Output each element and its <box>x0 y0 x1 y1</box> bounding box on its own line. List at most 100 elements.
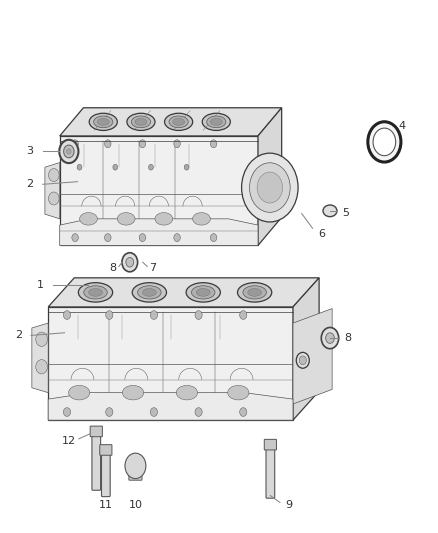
Text: 7: 7 <box>149 263 156 273</box>
Ellipse shape <box>78 282 113 302</box>
Ellipse shape <box>138 286 161 299</box>
Ellipse shape <box>97 118 109 125</box>
Circle shape <box>210 140 217 148</box>
Polygon shape <box>293 278 319 420</box>
Circle shape <box>250 163 290 212</box>
Circle shape <box>106 311 113 319</box>
Circle shape <box>296 352 309 368</box>
Circle shape <box>49 168 59 182</box>
Polygon shape <box>45 163 60 219</box>
Ellipse shape <box>373 128 396 156</box>
Text: 1: 1 <box>37 280 44 290</box>
Circle shape <box>240 408 247 416</box>
Ellipse shape <box>207 116 226 128</box>
Polygon shape <box>48 393 293 420</box>
FancyBboxPatch shape <box>264 439 276 450</box>
Polygon shape <box>48 278 319 307</box>
Circle shape <box>195 408 202 416</box>
Circle shape <box>64 311 71 319</box>
Circle shape <box>67 149 71 154</box>
Ellipse shape <box>176 385 198 400</box>
Ellipse shape <box>165 113 193 131</box>
Ellipse shape <box>84 286 107 299</box>
FancyBboxPatch shape <box>266 446 275 498</box>
Circle shape <box>59 140 78 163</box>
Ellipse shape <box>132 282 166 302</box>
Text: 9: 9 <box>285 500 292 510</box>
Ellipse shape <box>173 118 184 125</box>
Text: 5: 5 <box>342 208 349 219</box>
Ellipse shape <box>94 116 113 128</box>
Ellipse shape <box>248 288 261 296</box>
Circle shape <box>150 311 158 319</box>
Polygon shape <box>48 307 293 420</box>
Circle shape <box>257 172 283 203</box>
Circle shape <box>105 140 111 148</box>
Text: 4: 4 <box>398 121 405 131</box>
Ellipse shape <box>80 213 97 225</box>
Ellipse shape <box>88 288 102 296</box>
Text: 2: 2 <box>26 179 33 189</box>
Circle shape <box>77 164 82 170</box>
Ellipse shape <box>135 118 147 125</box>
Polygon shape <box>60 136 258 245</box>
Circle shape <box>49 192 59 205</box>
Ellipse shape <box>123 385 144 400</box>
Circle shape <box>242 153 298 222</box>
Text: 8: 8 <box>344 333 351 343</box>
Circle shape <box>210 233 217 241</box>
Ellipse shape <box>127 113 155 131</box>
Circle shape <box>64 408 71 416</box>
Text: 12: 12 <box>62 437 76 447</box>
Text: 10: 10 <box>128 500 142 510</box>
FancyBboxPatch shape <box>102 451 110 497</box>
Ellipse shape <box>155 213 173 225</box>
Circle shape <box>106 408 113 416</box>
Circle shape <box>148 164 153 170</box>
Circle shape <box>150 408 158 416</box>
Polygon shape <box>293 309 332 404</box>
Text: 8: 8 <box>109 263 116 273</box>
Circle shape <box>139 233 146 241</box>
Text: 3: 3 <box>26 147 33 157</box>
Ellipse shape <box>117 213 135 225</box>
Circle shape <box>139 140 146 148</box>
Circle shape <box>174 140 180 148</box>
Ellipse shape <box>243 286 266 299</box>
Ellipse shape <box>202 113 230 131</box>
Polygon shape <box>32 323 48 393</box>
Ellipse shape <box>323 205 337 216</box>
Ellipse shape <box>196 288 210 296</box>
Circle shape <box>72 140 78 148</box>
FancyBboxPatch shape <box>100 445 112 455</box>
Ellipse shape <box>191 286 215 299</box>
Circle shape <box>184 164 189 170</box>
Circle shape <box>36 360 47 374</box>
Text: 11: 11 <box>99 500 113 510</box>
Polygon shape <box>60 108 282 136</box>
Circle shape <box>64 145 74 158</box>
Circle shape <box>36 332 47 346</box>
Ellipse shape <box>186 282 220 302</box>
Circle shape <box>113 164 117 170</box>
Circle shape <box>195 311 202 319</box>
Polygon shape <box>258 108 282 245</box>
FancyBboxPatch shape <box>90 426 102 437</box>
Circle shape <box>105 233 111 241</box>
FancyBboxPatch shape <box>129 464 142 480</box>
Ellipse shape <box>228 385 249 400</box>
Circle shape <box>122 253 138 272</box>
Circle shape <box>126 257 134 267</box>
Ellipse shape <box>169 116 188 128</box>
Circle shape <box>72 233 78 241</box>
Circle shape <box>321 327 339 349</box>
Ellipse shape <box>142 288 156 296</box>
Ellipse shape <box>69 385 90 400</box>
Circle shape <box>299 356 306 365</box>
Polygon shape <box>60 219 258 245</box>
FancyBboxPatch shape <box>92 432 101 490</box>
Ellipse shape <box>237 282 272 302</box>
Ellipse shape <box>131 116 151 128</box>
Text: 6: 6 <box>318 229 325 239</box>
Ellipse shape <box>210 118 222 125</box>
